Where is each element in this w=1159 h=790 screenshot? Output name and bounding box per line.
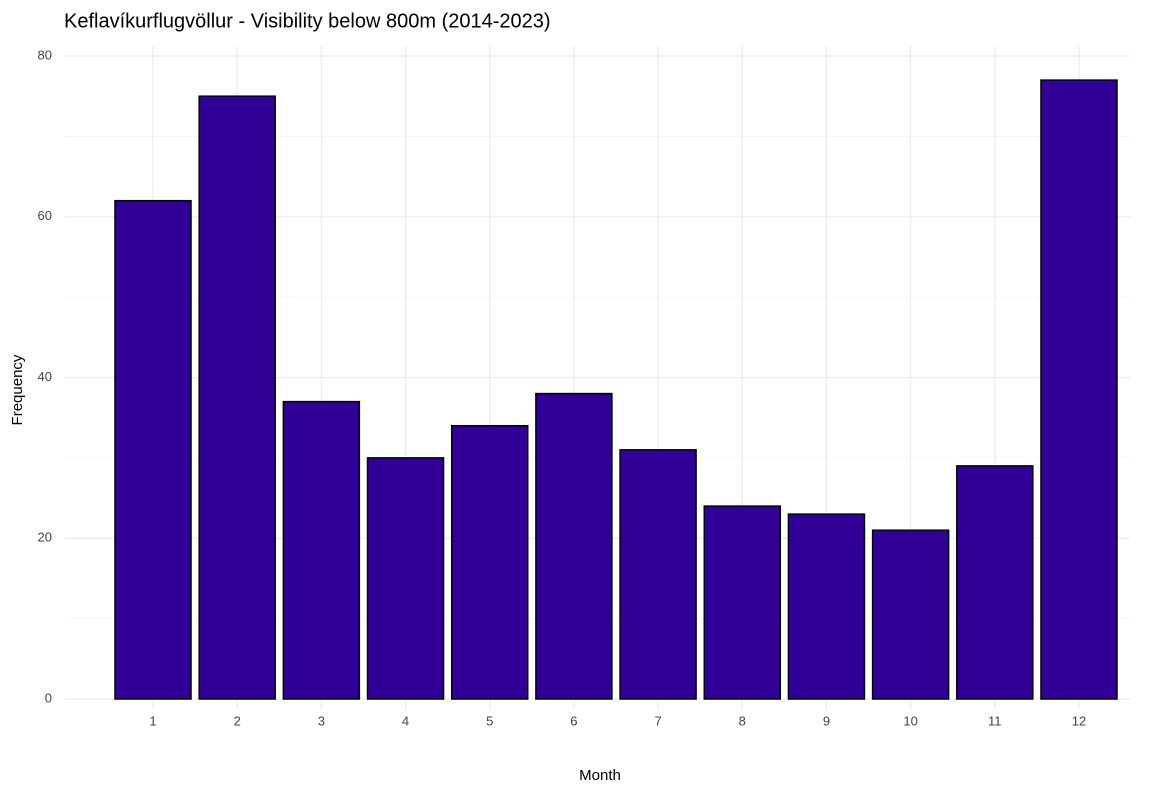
x-tick-label: 2: [234, 713, 241, 728]
y-tick-label: 0: [45, 690, 52, 705]
y-tick-label: 80: [38, 47, 52, 62]
x-tick-label: 11: [988, 713, 1002, 728]
x-tick-label: 1: [149, 713, 156, 728]
y-tick-label: 20: [38, 530, 52, 545]
bar: [282, 400, 361, 700]
y-tick-label: 40: [38, 369, 52, 384]
bar: [366, 457, 445, 700]
x-tick-label: 7: [654, 713, 661, 728]
bar: [535, 392, 613, 700]
x-tick-label: 6: [570, 713, 577, 728]
x-axis-label: Month: [579, 767, 621, 784]
x-tick-label: 12: [1072, 713, 1086, 728]
bar: [703, 505, 782, 700]
chart-title: Keflavíkurflugvöllur - Visibility below …: [64, 10, 551, 32]
bar: [114, 199, 192, 700]
y-tick-label: 60: [38, 208, 52, 223]
bar: [956, 465, 1034, 700]
bar: [450, 424, 529, 700]
bar: [787, 513, 866, 700]
x-tick-label: 5: [486, 713, 493, 728]
bar: [619, 449, 697, 700]
x-tick-label: 10: [903, 713, 917, 728]
bar: [1040, 79, 1118, 700]
bar: [198, 95, 276, 700]
y-axis-label: Frequency: [9, 354, 26, 425]
x-tick-label: 3: [318, 713, 325, 728]
x-tick-label: 8: [739, 713, 746, 728]
x-tick-label: 4: [402, 713, 409, 728]
x-tick-label: 9: [823, 713, 830, 728]
bar: [871, 529, 950, 700]
